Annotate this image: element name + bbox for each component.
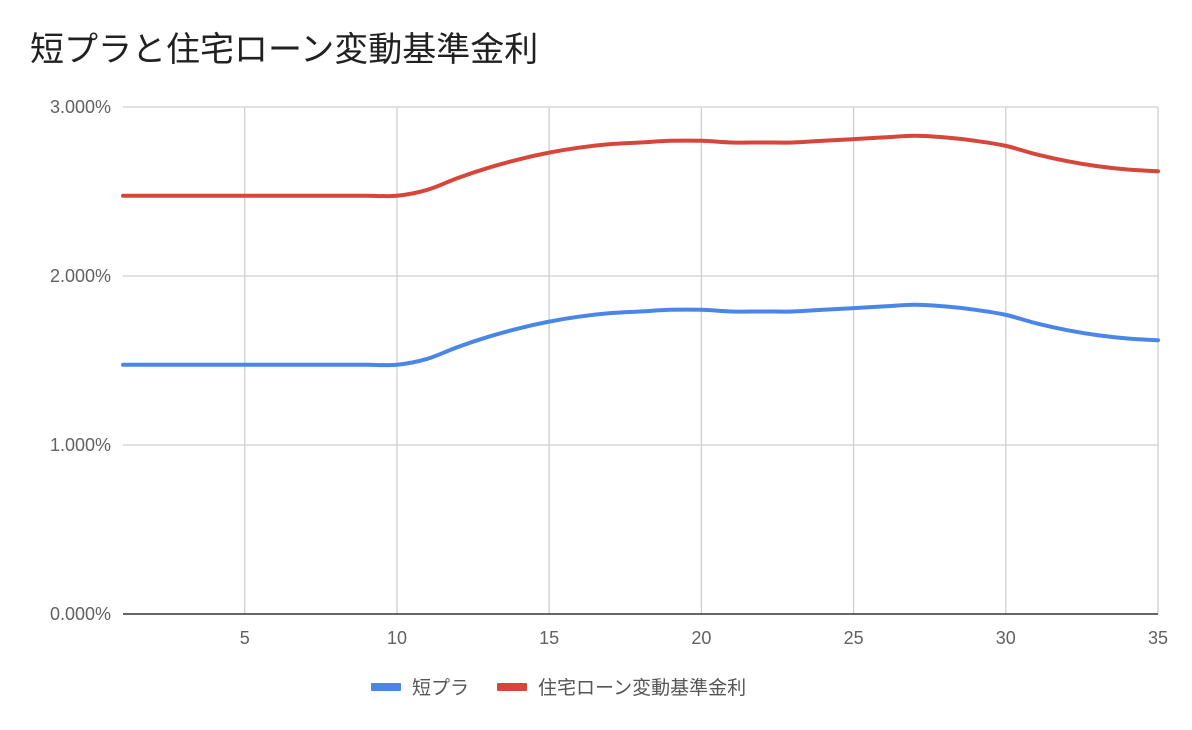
grid	[123, 106, 1159, 614]
x-tick-label: 35	[1148, 628, 1168, 648]
series-line-2	[121, 133, 1160, 199]
x-tick-label: 5	[240, 628, 250, 648]
legend-label: 短プラ	[412, 677, 469, 699]
tick-labels: 0.000% 1.000% 2.000% 3.000% 5 10 15 20 25 30 35	[50, 97, 1168, 648]
y-tick-label: 2.000%	[50, 266, 111, 286]
series-lines	[121, 133, 1160, 368]
x-tick-label: 25	[844, 628, 864, 648]
series-line-1	[121, 302, 1160, 368]
x-tick-label: 20	[691, 628, 711, 648]
legend-swatch	[497, 683, 528, 691]
y-tick-label: 1.000%	[50, 435, 111, 455]
x-tick-label: 15	[539, 628, 559, 648]
legend-label: 住宅ローン変動基準金利	[538, 677, 746, 699]
x-tick-label: 30	[996, 628, 1016, 648]
y-tick-label: 0.000%	[50, 604, 111, 624]
x-tick-label: 10	[387, 628, 407, 648]
chart-title: 短プラと住宅ローン変動基準金利	[30, 30, 539, 70]
legend: 短プラ 住宅ローン変動基準金利	[371, 677, 746, 699]
y-tick-label: 3.000%	[50, 97, 111, 117]
legend-swatch	[371, 683, 401, 691]
